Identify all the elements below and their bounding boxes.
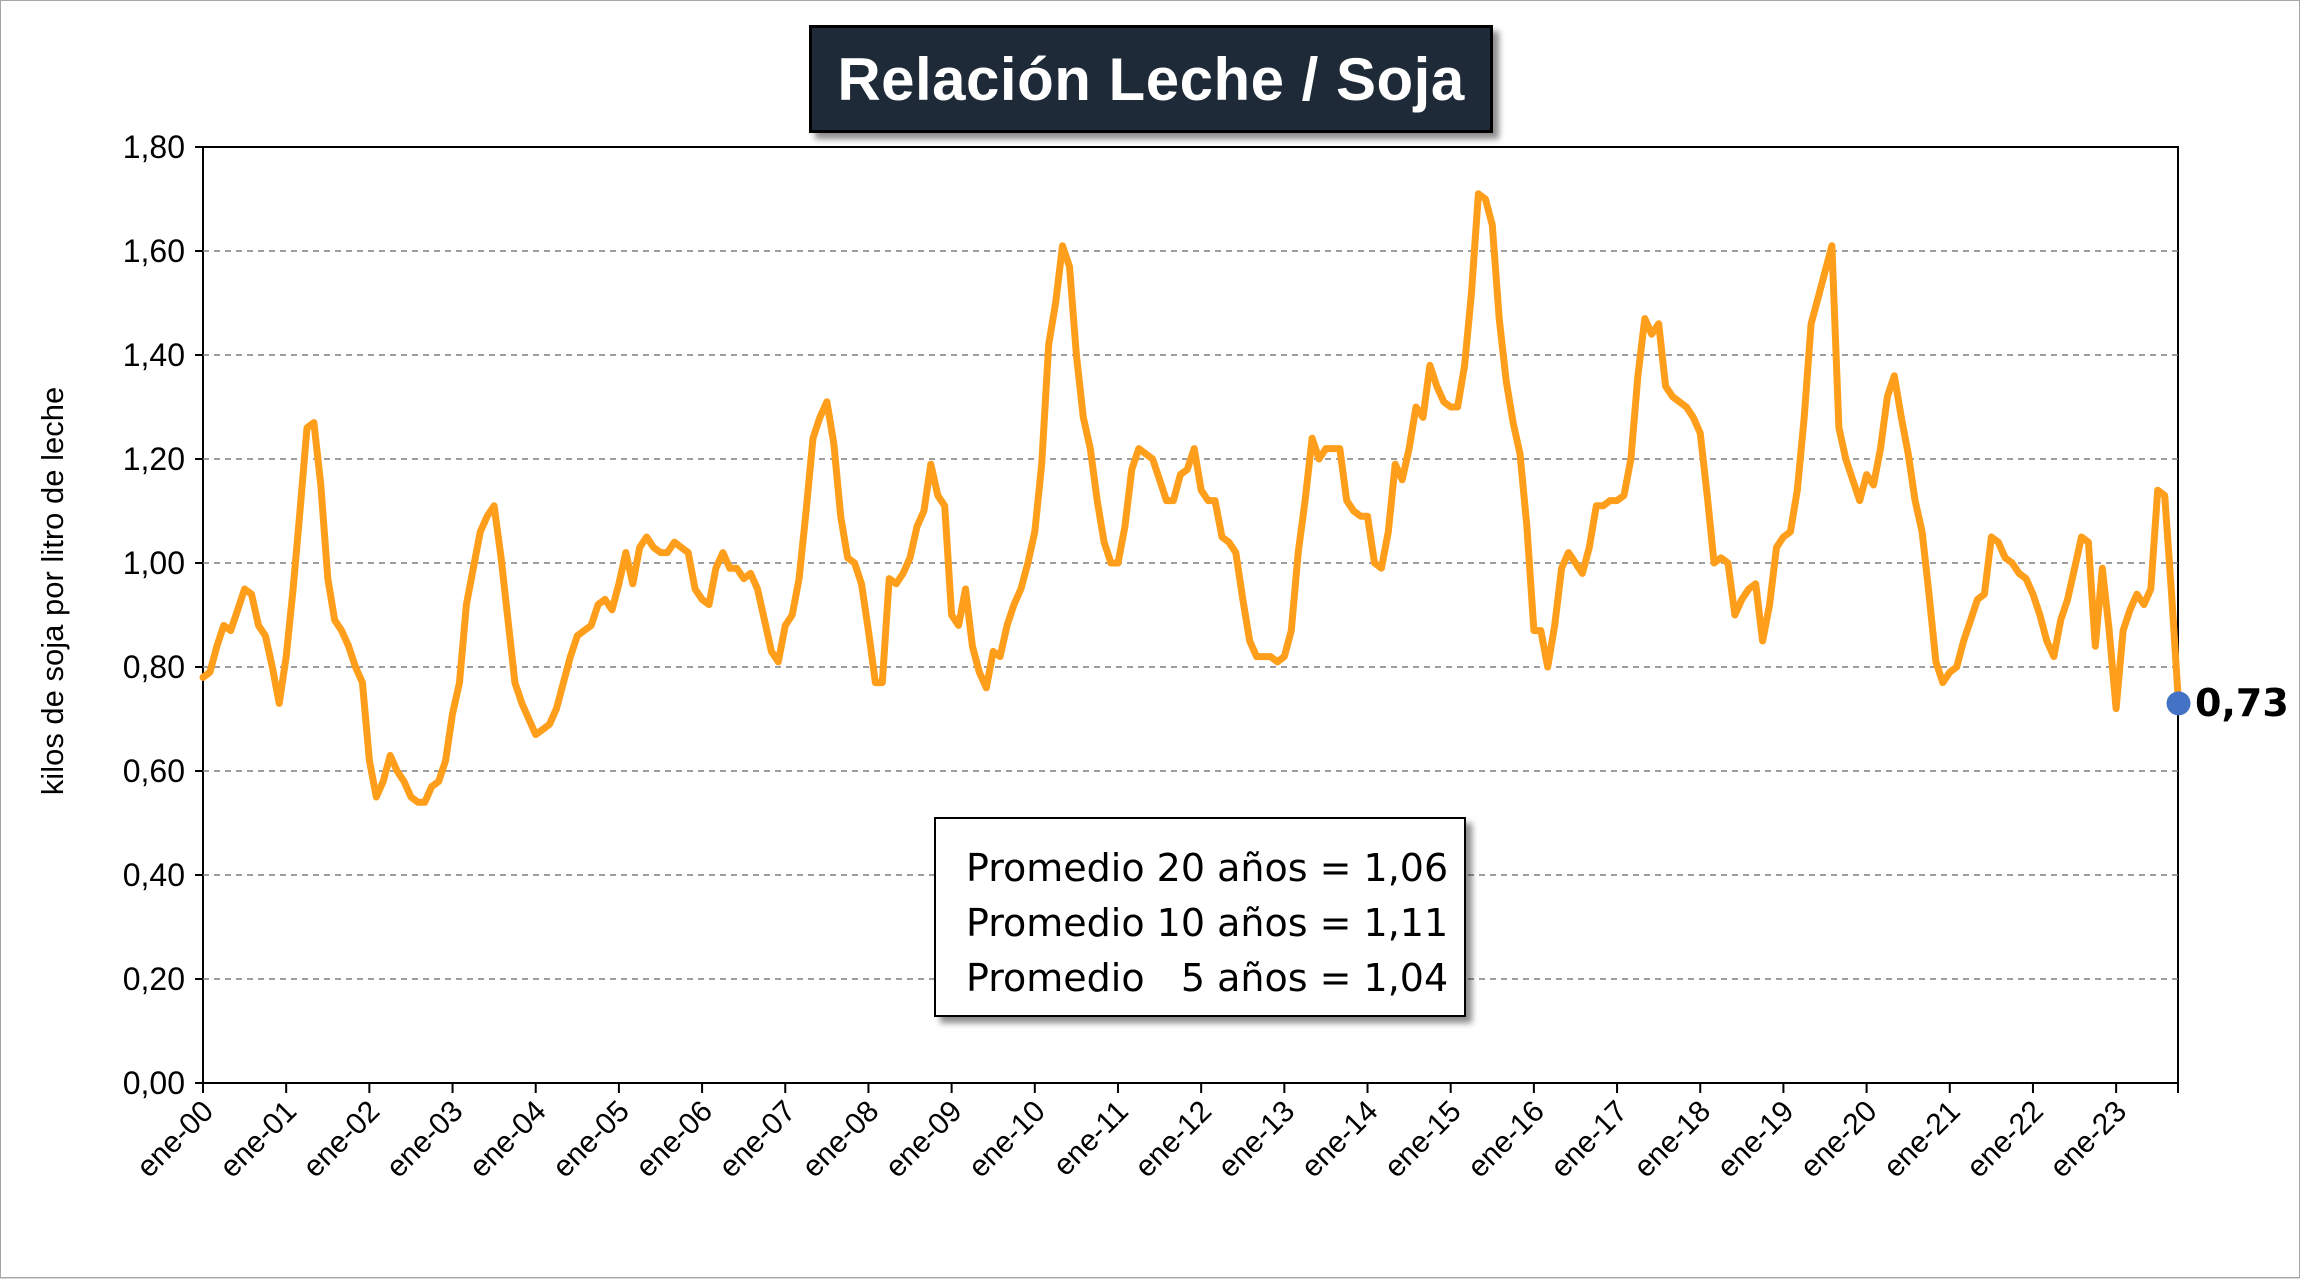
x-tick-label: ene-22 bbox=[1961, 1095, 2050, 1184]
x-tick-label: ene-03 bbox=[380, 1095, 469, 1184]
chart-title: Relación Leche / Soja bbox=[837, 45, 1465, 113]
x-tick-label: ene-02 bbox=[297, 1095, 386, 1184]
x-tick-label: ene-09 bbox=[879, 1095, 968, 1184]
x-tick-label: ene-13 bbox=[1212, 1095, 1301, 1184]
average-20-years: Promedio 20 años = 1,06 bbox=[966, 846, 1449, 890]
y-tick-label: 0,20 bbox=[123, 961, 185, 997]
x-tick-label: ene-01 bbox=[214, 1095, 303, 1184]
x-tick-label: ene-12 bbox=[1129, 1095, 1218, 1184]
x-tick-label: ene-17 bbox=[1545, 1095, 1634, 1184]
averages-box: Promedio 20 años = 1,06 Promedio 10 años… bbox=[934, 817, 1466, 1017]
x-tick-label: ene-11 bbox=[1047, 1095, 1135, 1183]
average-10-years: Promedio 10 años = 1,11 bbox=[966, 901, 1449, 945]
x-tick-label: ene-14 bbox=[1295, 1095, 1384, 1184]
y-tick-label: 1,20 bbox=[123, 441, 185, 477]
x-tick-label: ene-23 bbox=[2044, 1095, 2133, 1184]
series-line bbox=[199, 190, 2182, 806]
y-tick-label: 1,60 bbox=[123, 233, 185, 269]
y-tick-label: 1,00 bbox=[123, 545, 185, 581]
x-tick-label: ene-19 bbox=[1711, 1095, 1800, 1184]
y-axis-label: kilos de soja por litro de leche bbox=[35, 386, 70, 796]
x-tick-label: ene-00 bbox=[131, 1095, 220, 1184]
x-tick-label: ene-21 bbox=[1877, 1095, 1966, 1184]
x-tick-label: ene-20 bbox=[1794, 1095, 1883, 1184]
x-tick-label: ene-08 bbox=[796, 1095, 885, 1184]
x-tick-label: ene-15 bbox=[1378, 1095, 1467, 1184]
average-5-years: Promedio 5 años = 1,04 bbox=[966, 956, 1449, 1000]
x-tick-label: ene-05 bbox=[546, 1095, 635, 1184]
x-tick-label: ene-18 bbox=[1628, 1095, 1717, 1184]
x-tick-label: ene-16 bbox=[1461, 1095, 1550, 1184]
chart-title-box: Relación Leche / Soja bbox=[809, 25, 1493, 133]
x-tick-label: ene-07 bbox=[713, 1095, 802, 1184]
y-tick-label: 0,00 bbox=[123, 1065, 185, 1101]
x-tick-label: ene-04 bbox=[463, 1095, 552, 1184]
y-tick-label: 0,60 bbox=[123, 753, 185, 789]
last-point-marker bbox=[2166, 691, 2191, 716]
last-value-label: 0,73 bbox=[2195, 681, 2289, 725]
y-tick-label: 0,80 bbox=[123, 649, 185, 685]
y-tick-label: 1,40 bbox=[123, 337, 185, 373]
x-tick-label: ene-06 bbox=[630, 1095, 719, 1184]
y-tick-label: 1,80 bbox=[123, 129, 185, 165]
y-tick-label: 0,40 bbox=[123, 857, 185, 893]
x-tick-label: ene-10 bbox=[962, 1095, 1051, 1184]
